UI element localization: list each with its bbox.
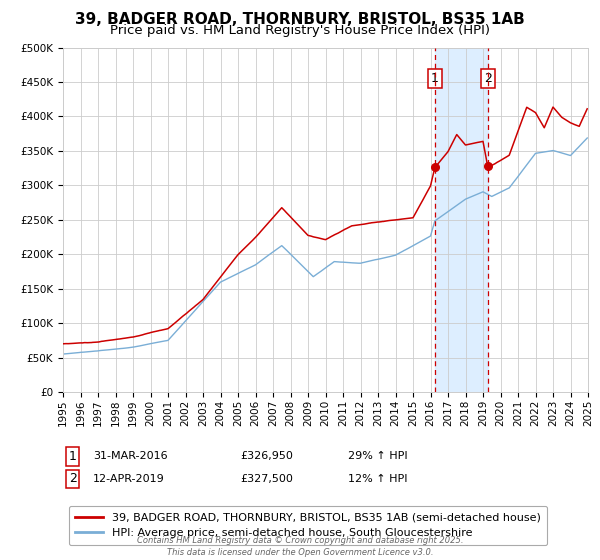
Text: 2: 2 xyxy=(68,472,77,486)
Text: 12% ↑ HPI: 12% ↑ HPI xyxy=(348,474,407,484)
Text: 12-APR-2019: 12-APR-2019 xyxy=(93,474,165,484)
Text: £326,950: £326,950 xyxy=(240,451,293,461)
Text: £327,500: £327,500 xyxy=(240,474,293,484)
Text: Contains HM Land Registry data © Crown copyright and database right 2025.
This d: Contains HM Land Registry data © Crown c… xyxy=(137,536,463,557)
Text: 1: 1 xyxy=(68,450,77,463)
Text: 39, BADGER ROAD, THORNBURY, BRISTOL, BS35 1AB: 39, BADGER ROAD, THORNBURY, BRISTOL, BS3… xyxy=(75,12,525,27)
Text: 2: 2 xyxy=(484,72,492,85)
Text: 1: 1 xyxy=(431,72,439,85)
Text: 31-MAR-2016: 31-MAR-2016 xyxy=(93,451,167,461)
Text: 29% ↑ HPI: 29% ↑ HPI xyxy=(348,451,407,461)
Legend: 39, BADGER ROAD, THORNBURY, BRISTOL, BS35 1AB (semi-detached house), HPI: Averag: 39, BADGER ROAD, THORNBURY, BRISTOL, BS3… xyxy=(68,506,547,545)
Bar xyxy=(435,48,488,392)
Text: Price paid vs. HM Land Registry's House Price Index (HPI): Price paid vs. HM Land Registry's House … xyxy=(110,24,490,36)
